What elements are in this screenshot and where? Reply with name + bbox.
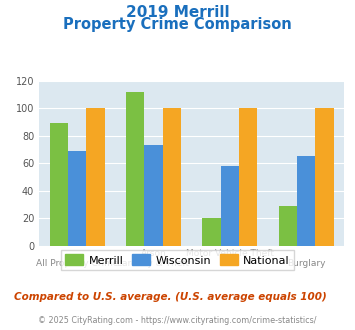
- Text: © 2025 CityRating.com - https://www.cityrating.com/crime-statistics/: © 2025 CityRating.com - https://www.city…: [38, 316, 317, 325]
- Text: 2019 Merrill: 2019 Merrill: [126, 5, 229, 20]
- Bar: [126, 92, 144, 246]
- Bar: [239, 108, 257, 246]
- Legend: Merrill, Wisconsin, National: Merrill, Wisconsin, National: [61, 250, 294, 270]
- Bar: [144, 146, 163, 246]
- Bar: [50, 123, 68, 246]
- Text: All Property Crime: All Property Crime: [36, 259, 119, 268]
- Bar: [68, 151, 86, 246]
- Bar: [315, 108, 334, 246]
- Text: Motor Vehicle Theft: Motor Vehicle Theft: [186, 249, 274, 258]
- Text: Burglary: Burglary: [287, 259, 326, 268]
- Bar: [202, 218, 221, 246]
- Bar: [221, 166, 239, 246]
- Text: Property Crime Comparison: Property Crime Comparison: [63, 16, 292, 31]
- Bar: [297, 156, 315, 246]
- Text: Larceny & Theft: Larceny & Theft: [118, 259, 190, 268]
- Bar: [86, 108, 105, 246]
- Bar: [279, 206, 297, 246]
- Bar: [163, 108, 181, 246]
- Text: Arson: Arson: [141, 249, 166, 258]
- Text: Compared to U.S. average. (U.S. average equals 100): Compared to U.S. average. (U.S. average …: [14, 292, 327, 302]
